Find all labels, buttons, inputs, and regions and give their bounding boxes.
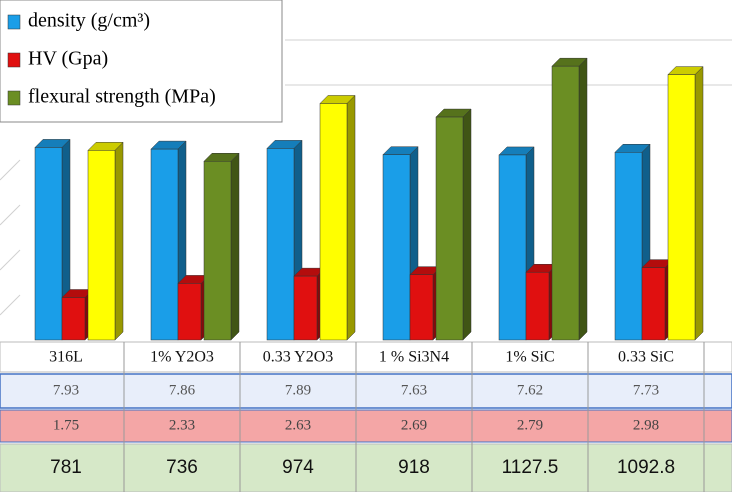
category-label: 1 % Si3N4 <box>379 349 449 366</box>
table-value: 2.79 <box>517 417 543 433</box>
bar <box>319 103 348 341</box>
bar <box>435 116 464 341</box>
bar <box>177 283 202 341</box>
bar <box>409 274 434 341</box>
bar <box>551 65 580 341</box>
table-value: 781 <box>50 457 82 478</box>
table-value: 2.63 <box>285 417 311 433</box>
table-value: 7.63 <box>401 382 427 398</box>
bar-side <box>346 94 356 341</box>
table-value: 1092.8 <box>617 457 675 478</box>
bar-side <box>230 152 240 341</box>
category-label: 1% Y2O3 <box>150 349 214 366</box>
bar <box>61 297 86 341</box>
table-value: 974 <box>282 457 314 478</box>
bar-side <box>694 66 704 341</box>
bar <box>293 275 318 341</box>
legend-label: density (g/cm³) <box>28 10 150 32</box>
legend-label: HV (Gpa) <box>28 48 108 70</box>
category-label: 316L <box>49 349 83 366</box>
bar <box>34 147 63 341</box>
bar <box>203 161 232 341</box>
category-row <box>0 341 732 373</box>
grid-decoration <box>0 39 732 316</box>
hv-row <box>0 409 732 443</box>
category-label: 1% SiC <box>505 349 554 366</box>
legend: density (g/cm³) HV (Gpa) flexural strength… <box>0 0 283 123</box>
table-value: 7.62 <box>517 382 543 398</box>
table-value: 1127.5 <box>502 457 559 478</box>
flexural-row <box>0 443 732 492</box>
bar <box>498 154 527 341</box>
table-value: 736 <box>166 457 198 478</box>
legend-swatch <box>7 90 21 106</box>
bar <box>667 74 696 341</box>
table-value: 7.89 <box>285 382 311 398</box>
bar <box>87 150 116 341</box>
table-value: 7.93 <box>53 382 79 398</box>
legend-label: flexural strength (MPa) <box>28 86 216 108</box>
legend-box <box>0 0 283 123</box>
density-row <box>0 373 732 409</box>
table-value: 7.86 <box>169 382 196 398</box>
data-table: 316L 7.93 1.75 781 1% Y2O3 7.86 2.33 736 0.33 Y2… <box>0 341 732 492</box>
table-value: 2.69 <box>401 417 427 433</box>
bar-side <box>578 57 588 341</box>
bar <box>382 154 411 341</box>
table-value: 2.98 <box>633 417 659 433</box>
bar-side <box>462 108 472 341</box>
table-value: 7.73 <box>633 382 659 398</box>
bar <box>614 152 643 341</box>
bar <box>150 148 179 341</box>
category-label: 0.33 Y2O3 <box>263 349 334 366</box>
legend-swatch <box>7 52 21 68</box>
bar <box>525 271 550 341</box>
table-value: 918 <box>398 457 430 478</box>
bar <box>641 267 666 341</box>
table-value: 2.33 <box>169 417 195 433</box>
category-label: 0.33 SiC <box>618 349 674 366</box>
bar-side <box>114 141 124 341</box>
table-value: 1.75 <box>53 417 79 433</box>
plot-area <box>34 57 704 341</box>
bar <box>266 148 295 341</box>
legend-swatch <box>7 14 21 30</box>
